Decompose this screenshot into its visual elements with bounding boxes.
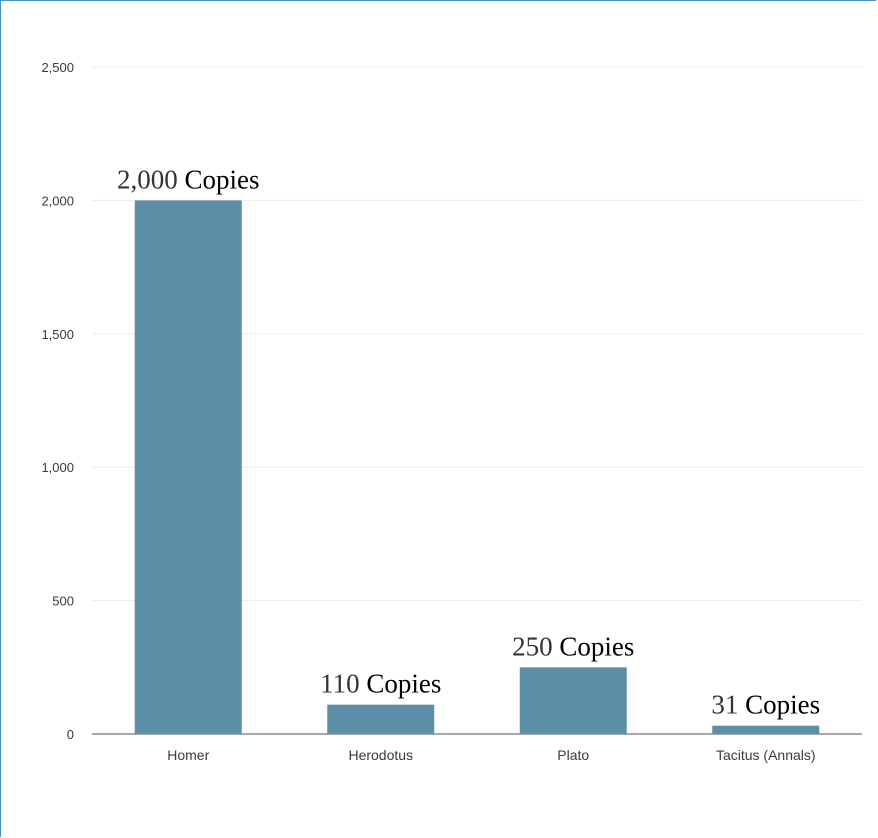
data-label: 110 Copies — [320, 669, 441, 699]
bar-herodotus — [327, 705, 434, 734]
y-tick-label: 2,000 — [41, 193, 74, 208]
bar-tacitus-annals — [712, 726, 819, 734]
data-label-unit: Copies — [178, 164, 260, 194]
y-tick-label: 0 — [67, 727, 74, 742]
data-label: 250 Copies — [512, 631, 634, 661]
bar-plato — [520, 667, 627, 734]
bar-homer — [135, 200, 242, 734]
data-label-number: 110 — [320, 669, 360, 699]
data-label-unit: Copies — [738, 690, 820, 720]
y-tick-label: 2,500 — [41, 60, 74, 75]
x-category-label: Tacitus (Annals) — [716, 747, 816, 763]
y-tick-label: 500 — [52, 594, 74, 609]
data-label-number: 2,000 — [117, 164, 178, 194]
x-category-label: Herodotus — [348, 747, 413, 763]
y-tick-label: 1,500 — [41, 327, 74, 342]
data-label: 2,000 Copies — [117, 164, 260, 194]
data-label: 31 Copies — [711, 690, 820, 720]
data-label-unit: Copies — [360, 669, 442, 699]
x-category-label: Plato — [557, 747, 589, 763]
x-axis-labels: Homer Herodotus Plato Tacitus (Annals) — [167, 747, 815, 763]
x-category-label: Homer — [167, 747, 209, 763]
data-label-unit: Copies — [553, 631, 635, 661]
data-label-number: 31 — [711, 690, 738, 720]
data-label-number: 250 — [512, 631, 553, 661]
y-tick-label: 1,000 — [41, 460, 74, 475]
y-axis-ticks: 0 500 1,000 1,500 2,000 2,500 — [41, 60, 74, 742]
